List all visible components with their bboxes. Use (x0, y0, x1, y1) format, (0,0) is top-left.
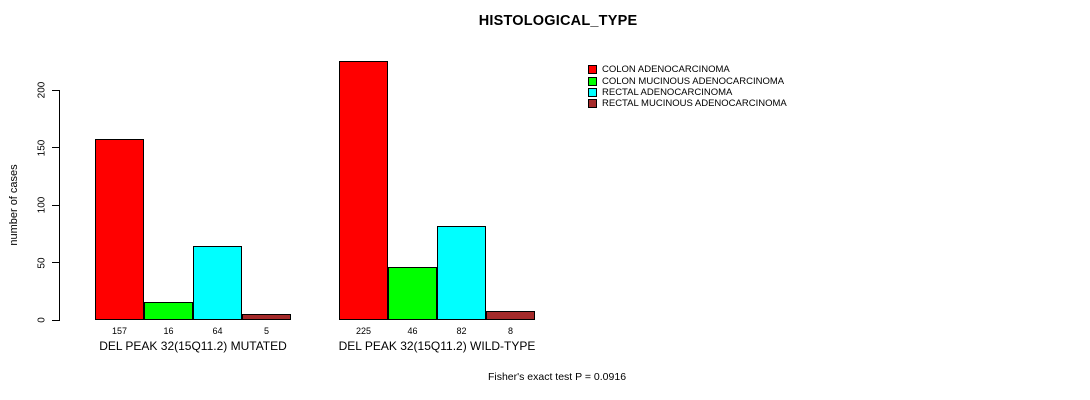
bar-value-label: 64 (212, 326, 223, 336)
y-tick-mark (52, 204, 59, 206)
legend-label: COLON ADENOCARCINOMA (602, 64, 730, 76)
legend-label: COLON MUCINOUS ADENOCARCINOMA (602, 75, 785, 87)
legend-item: RECTAL ADENOCARCINOMA (588, 87, 787, 98)
bar-value-label: 225 (355, 326, 372, 336)
chart-title: HISTOLOGICAL_TYPE (478, 13, 638, 29)
bar-value-label: 5 (263, 326, 270, 336)
bar (193, 246, 242, 320)
bar (95, 139, 144, 320)
bar-value-label: 82 (456, 326, 467, 336)
legend-item: COLON MUCINOUS ADENOCARCINOMA (588, 75, 787, 87)
legend-item: RECTAL MUCINOUS ADENOCARCINOMA (588, 98, 787, 109)
legend-swatch (588, 76, 597, 86)
bar-value-label: 157 (111, 326, 128, 336)
bar (242, 314, 291, 320)
stat-test-note: Fisher's exact test P = 0.0916 (487, 371, 627, 383)
legend-swatch (588, 65, 597, 75)
y-tick-mark (52, 319, 59, 321)
bar-value-label: 8 (507, 326, 514, 336)
bar (144, 302, 193, 320)
bar-value-label: 16 (163, 326, 174, 336)
legend-label: RECTAL MUCINOUS ADENOCARCINOMA (602, 98, 787, 110)
bar (388, 267, 437, 320)
y-tick-label: 0 (36, 317, 48, 323)
legend-swatch (588, 99, 597, 109)
category-label: DEL PEAK 32(15Q11.2) MUTATED (99, 339, 287, 353)
bar (339, 61, 388, 320)
legend-label: RECTAL ADENOCARCINOMA (602, 86, 733, 98)
legend-item: COLON ADENOCARCINOMA (588, 64, 787, 75)
y-tick-label: 50 (36, 256, 48, 269)
y-tick-mark (52, 262, 59, 263)
y-tick-label: 100 (36, 196, 48, 214)
bar-value-label: 46 (407, 326, 418, 336)
category-label: DEL PEAK 32(15Q11.2) WILD-TYPE (338, 339, 536, 353)
bar (437, 226, 486, 320)
y-tick-mark (52, 147, 59, 148)
legend-swatch (588, 87, 597, 97)
y-axis-line (59, 90, 60, 321)
y-tick-label: 150 (36, 139, 48, 156)
y-axis-title: number of cases (8, 164, 20, 246)
legend: COLON ADENOCARCINOMA COLON MUCINOUS ADENO… (588, 64, 787, 110)
y-tick-label: 200 (36, 81, 48, 99)
bar (486, 311, 535, 320)
y-tick-mark (52, 89, 59, 91)
